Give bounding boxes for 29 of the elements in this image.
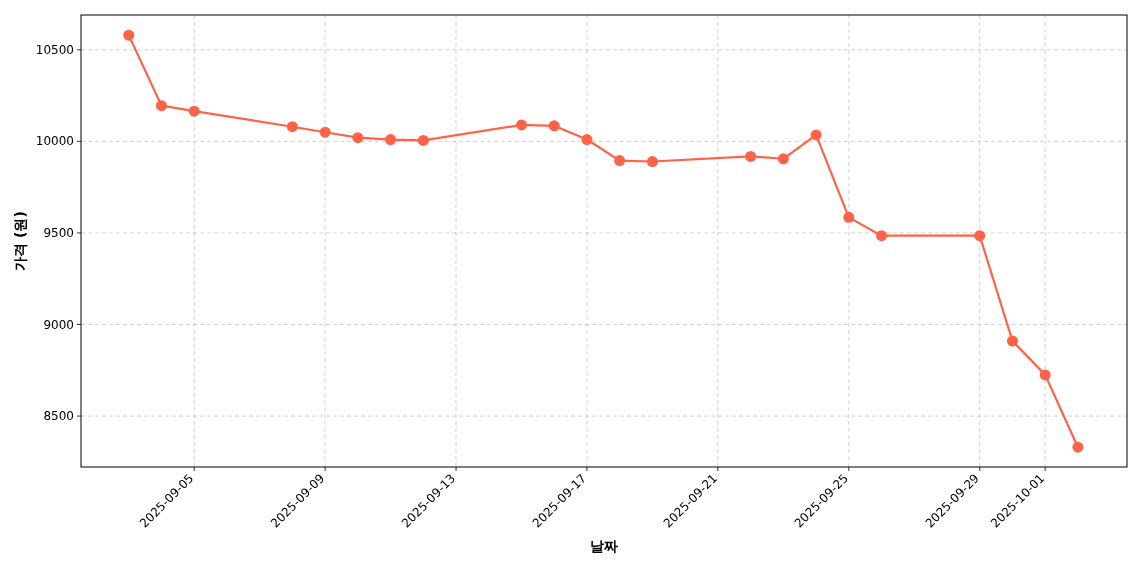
point xyxy=(417,134,429,146)
point xyxy=(385,134,397,146)
y-axis-title: 가격 (원) xyxy=(12,211,28,271)
point xyxy=(155,100,167,112)
y-tick-label: 9000 xyxy=(43,317,74,332)
point xyxy=(188,105,200,117)
point xyxy=(1039,369,1051,381)
point xyxy=(515,119,527,131)
point xyxy=(1006,335,1018,347)
point xyxy=(319,126,331,138)
point xyxy=(974,230,986,242)
point xyxy=(286,121,298,133)
point xyxy=(614,155,626,167)
y-tick-label: 8500 xyxy=(43,409,74,424)
point xyxy=(876,230,888,242)
point xyxy=(123,29,135,41)
point xyxy=(581,134,593,146)
point xyxy=(777,153,789,165)
point xyxy=(352,132,364,144)
point xyxy=(1072,441,1084,453)
point xyxy=(646,156,658,168)
point xyxy=(745,150,757,162)
x-axis-title: 날짜 xyxy=(590,538,618,554)
y-tick-label: 9500 xyxy=(43,225,74,240)
point xyxy=(843,211,855,223)
y-tick-label: 10500 xyxy=(35,42,74,57)
point xyxy=(548,120,560,132)
y-tick-label: 10000 xyxy=(35,134,74,149)
point xyxy=(810,129,822,141)
